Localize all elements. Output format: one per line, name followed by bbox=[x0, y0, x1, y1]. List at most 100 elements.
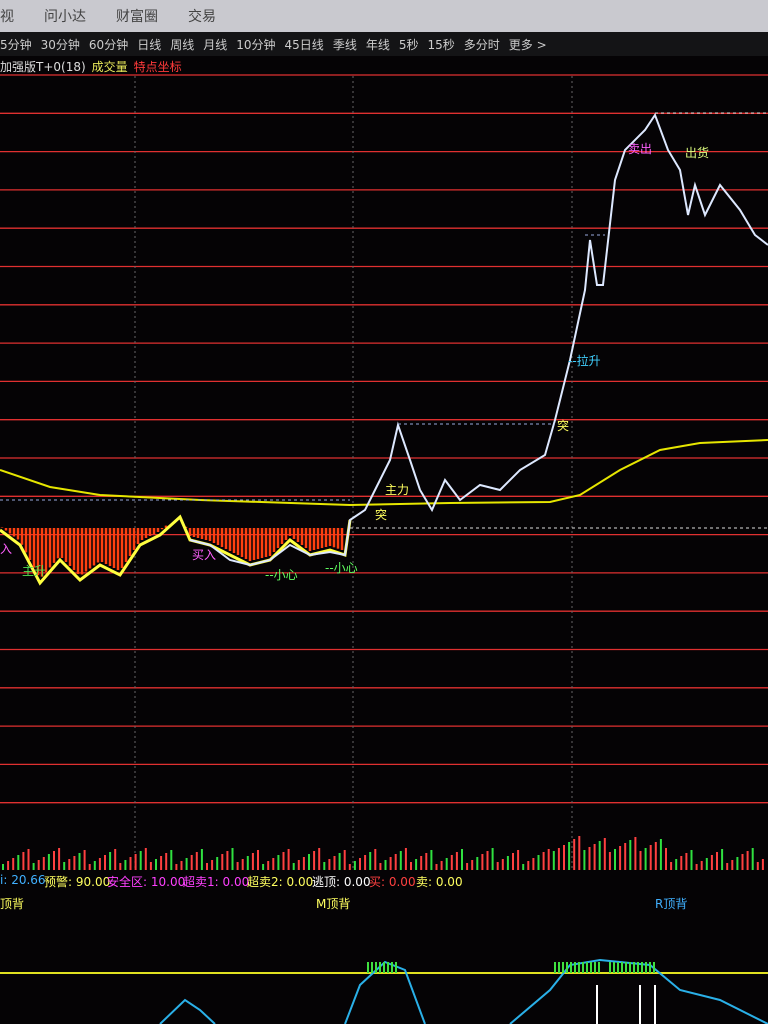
volume-bar bbox=[180, 861, 183, 870]
period-tab[interactable]: 45日线 bbox=[284, 37, 324, 52]
volume-bar bbox=[710, 855, 713, 870]
volume-bar bbox=[348, 864, 351, 870]
indicator-label: 特点坐标 bbox=[133, 59, 182, 74]
volume-bar bbox=[705, 858, 708, 870]
volume-bar bbox=[98, 858, 101, 870]
annotation: --拉升 bbox=[568, 354, 601, 368]
volume-bar bbox=[639, 851, 642, 870]
period-tab[interactable]: 季线 bbox=[332, 37, 357, 52]
volume-bar bbox=[644, 848, 647, 870]
menu-item[interactable]: 交易 bbox=[188, 9, 216, 25]
period-tab[interactable]: 15秒 bbox=[427, 37, 455, 52]
volume-bar bbox=[680, 856, 683, 870]
volume-bar bbox=[88, 864, 91, 870]
volume-bar bbox=[461, 849, 463, 870]
volume-bar bbox=[512, 853, 514, 870]
volume-bar bbox=[190, 855, 193, 870]
volume-bar bbox=[124, 860, 127, 870]
period-tab[interactable]: 月线 bbox=[203, 37, 228, 52]
period-tab[interactable]: 5秒 bbox=[398, 37, 419, 52]
osc-line bbox=[159, 998, 216, 1024]
volume-bar bbox=[614, 849, 616, 870]
volume-bar bbox=[114, 849, 117, 870]
volume-bar bbox=[430, 850, 433, 870]
volume-bar bbox=[282, 852, 285, 870]
volume-bar bbox=[731, 860, 734, 870]
indicator-label: 加强版T+0(18) bbox=[0, 59, 86, 74]
period-tab[interactable]: 多分时 bbox=[463, 37, 500, 52]
volume-bar bbox=[593, 844, 596, 870]
volume-bar bbox=[537, 855, 540, 870]
volume-bar bbox=[195, 852, 198, 870]
annotation: 入 bbox=[0, 542, 13, 556]
volume-bar bbox=[93, 861, 96, 870]
menu-item[interactable]: 财富圈 bbox=[116, 9, 158, 25]
volume-bar bbox=[211, 860, 214, 870]
period-tab[interactable]: 5分钟 bbox=[0, 37, 32, 52]
period-tab[interactable]: 10分钟 bbox=[236, 37, 276, 52]
volume-bar bbox=[563, 845, 565, 870]
volume-bar bbox=[272, 858, 275, 870]
volume-bar bbox=[185, 858, 188, 870]
readout: 安全区: 10.00 bbox=[107, 875, 186, 889]
volume-bar bbox=[78, 853, 81, 870]
volume-bar bbox=[359, 858, 361, 870]
volume-bar bbox=[22, 852, 25, 870]
readout: 超卖2: 0.00 bbox=[247, 875, 314, 889]
volume-bar bbox=[455, 852, 458, 870]
volume-bar bbox=[379, 863, 382, 870]
volume-bar bbox=[501, 859, 504, 870]
volume-bar bbox=[603, 838, 606, 870]
period-tab[interactable]: 年线 bbox=[365, 37, 390, 52]
volume-bar bbox=[200, 849, 203, 870]
volume-bar bbox=[165, 853, 168, 870]
volume-bar bbox=[221, 854, 224, 870]
volume-bar bbox=[629, 840, 632, 870]
period-tab[interactable]: 30分钟 bbox=[40, 37, 80, 52]
price-line bbox=[189, 112, 768, 567]
volume-bar bbox=[435, 864, 438, 870]
volume-bar bbox=[338, 853, 341, 870]
volume-bar bbox=[746, 851, 749, 870]
volume-bar bbox=[27, 849, 30, 870]
volume-bar bbox=[532, 858, 535, 870]
volume bbox=[2, 836, 764, 870]
volume-bar bbox=[547, 849, 550, 870]
volume-bar bbox=[2, 864, 4, 870]
osc-bars bbox=[367, 962, 656, 1024]
period-tab[interactable]: 60分钟 bbox=[88, 37, 129, 52]
volume-bar bbox=[47, 854, 50, 870]
volume-bar bbox=[216, 857, 219, 870]
period-tab[interactable]: 周线 bbox=[170, 37, 195, 52]
volume-bar bbox=[139, 851, 142, 870]
volume-bar bbox=[552, 851, 555, 870]
volume-bar bbox=[175, 864, 178, 870]
volume-bar bbox=[104, 855, 106, 870]
volume-bar bbox=[573, 839, 576, 870]
readout: 卖: 0.00 bbox=[416, 875, 463, 889]
volume-bar bbox=[608, 852, 611, 870]
volume-bar bbox=[231, 848, 234, 870]
period-tab[interactable]: 更多 > bbox=[508, 37, 547, 52]
volume-bar bbox=[624, 843, 627, 870]
menu-bar: 视 问小达 财富圈 交易 bbox=[0, 0, 768, 32]
volume-bar bbox=[170, 850, 173, 870]
annotation: 突 bbox=[375, 508, 388, 522]
volume-bar bbox=[58, 848, 61, 870]
annotation: 买入 bbox=[192, 548, 217, 562]
volume-bar bbox=[756, 862, 759, 870]
readout: 预警: 90.00 bbox=[44, 875, 111, 889]
volume-bar bbox=[665, 848, 667, 870]
volume-bar bbox=[675, 859, 678, 870]
volume-bar bbox=[522, 864, 525, 870]
period-tab[interactable]: 日线 bbox=[137, 37, 162, 52]
menu-item[interactable]: 视 bbox=[0, 9, 14, 25]
menu-item[interactable]: 问小达 bbox=[44, 9, 86, 25]
volume-bar bbox=[726, 863, 729, 870]
volume-bar bbox=[542, 852, 545, 870]
volume-bar bbox=[246, 856, 249, 870]
volume-bar bbox=[557, 848, 560, 870]
volume-bar bbox=[761, 859, 764, 870]
